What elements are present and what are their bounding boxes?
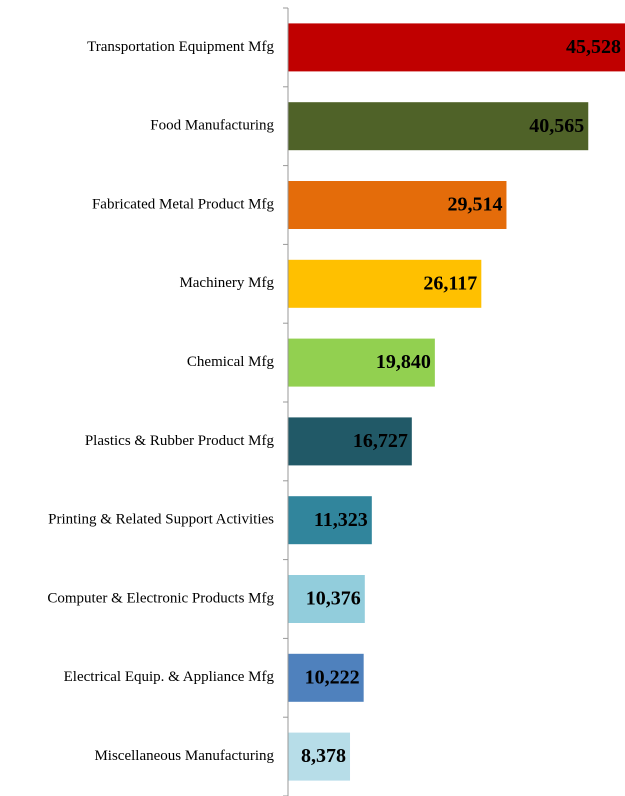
value-label: 10,376: [306, 588, 361, 610]
value-label: 16,727: [353, 430, 408, 452]
category-label: Machinery Mfg: [179, 275, 274, 291]
bar: [288, 575, 365, 623]
category-label: Computer & Electronic Products Mfg: [47, 590, 274, 606]
value-label: 40,565: [529, 115, 584, 137]
category-label: Fabricated Metal Product Mfg: [92, 196, 275, 212]
bar: [288, 102, 589, 151]
bar: [288, 496, 372, 545]
value-label: 26,117: [423, 272, 477, 294]
value-label: 45,528: [566, 36, 621, 58]
category-label: Chemical Mfg: [187, 354, 275, 370]
value-label: 8,378: [301, 745, 346, 767]
bar: [288, 653, 364, 702]
category-label: Food Manufacturing: [150, 118, 274, 134]
bar: [288, 259, 482, 308]
category-label: Printing & Related Support Activities: [48, 512, 274, 528]
category-label: Transportation Equipment Mfg: [87, 39, 274, 55]
category-label: Miscellaneous Manufacturing: [94, 748, 274, 764]
value-label: 10,222: [305, 666, 360, 688]
value-label: 29,514: [447, 194, 502, 216]
bar: [288, 181, 507, 229]
bar: [288, 732, 351, 781]
value-label: 19,840: [376, 351, 431, 373]
bar: [288, 417, 412, 466]
category-label: Plastics & Rubber Product Mfg: [85, 433, 275, 449]
bar: [288, 338, 435, 387]
bar: [288, 23, 625, 72]
category-label: Electrical Equip. & Appliance Mfg: [64, 669, 275, 685]
value-label: 11,323: [314, 509, 368, 531]
